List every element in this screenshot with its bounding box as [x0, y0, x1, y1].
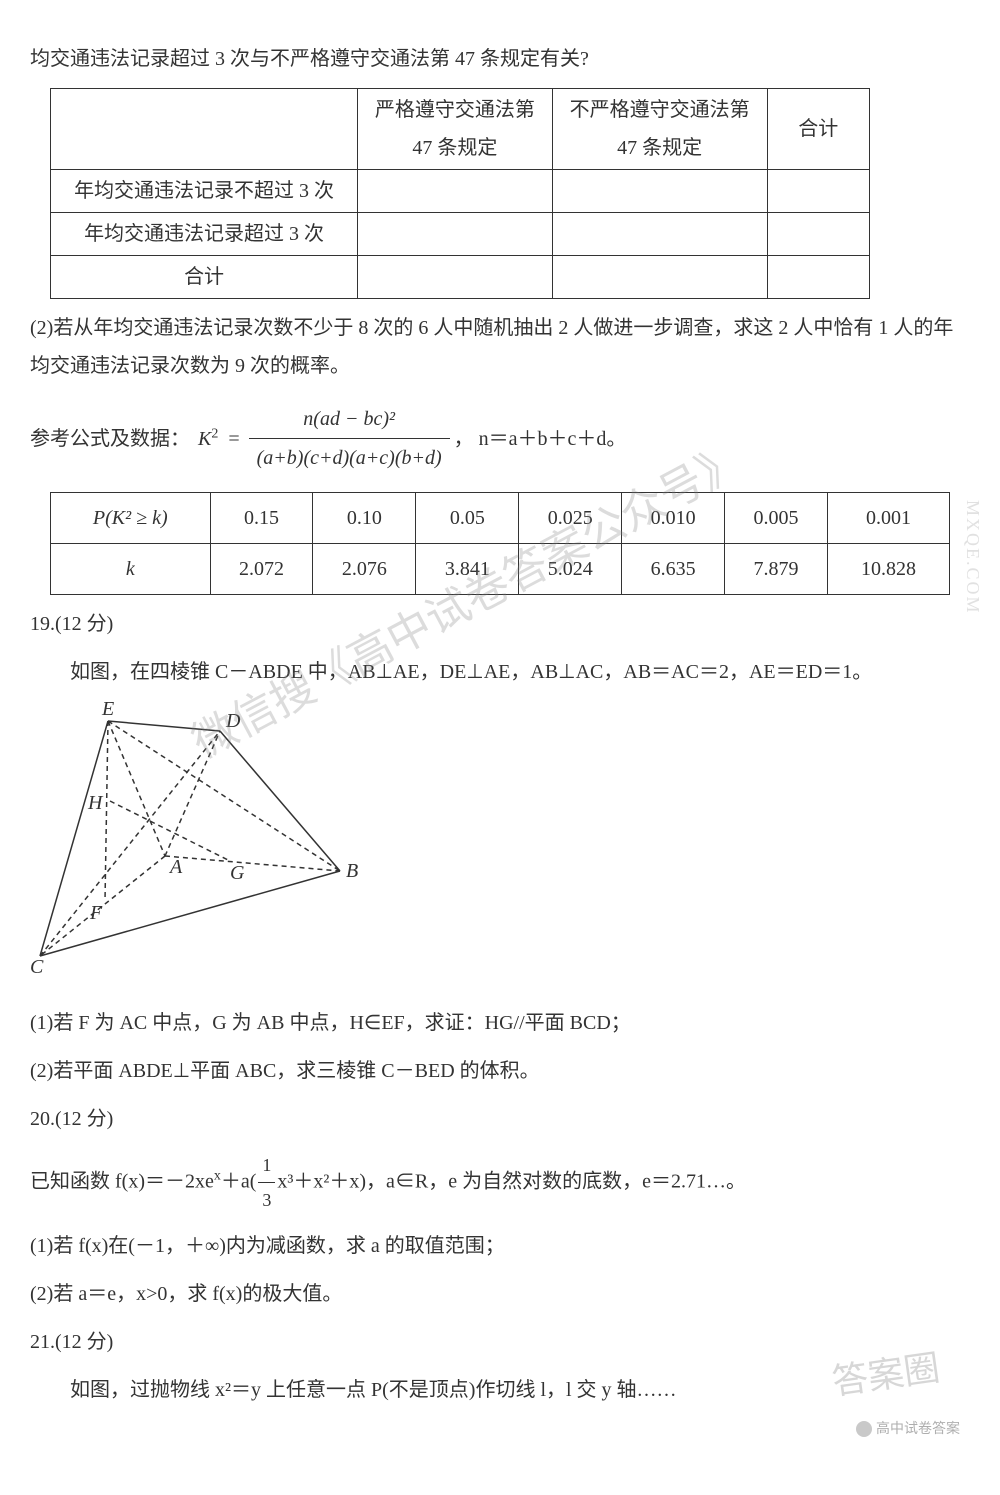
label-c: C	[30, 956, 44, 978]
cell: 7.879	[725, 544, 828, 595]
label-b: B	[346, 860, 358, 882]
cell	[358, 213, 553, 256]
cell: 2.072	[210, 544, 313, 595]
cell: 0.15	[210, 493, 313, 544]
edge-ad	[165, 731, 220, 856]
k-exp: 2	[211, 426, 218, 441]
cell: 0.10	[313, 493, 416, 544]
cell: 3.841	[416, 544, 519, 595]
cell: 10.828	[828, 544, 950, 595]
q19-part1: (1)若 F 为 AC 中点，G 为 AB 中点，H∈EF，求证：HG//平面 …	[30, 1004, 970, 1042]
cell: 0.005	[725, 493, 828, 544]
side-watermark: MXQE.COM	[956, 500, 990, 615]
table-row: P(K² ≥ k) 0.15 0.10 0.05 0.025 0.010 0.0…	[51, 493, 950, 544]
hdr-3: 合计	[767, 89, 869, 170]
cell: k	[51, 544, 211, 595]
question-2: (2)若从年均交通违法记录次数不少于 8 次的 6 人中随机抽出 2 人做进一步…	[30, 309, 970, 385]
cell: 0.05	[416, 493, 519, 544]
q19-part2: (2)若平面 ABDE⊥平面 ABC，求三棱锥 C－BED 的体积。	[30, 1052, 970, 1090]
formula-numerator: n(ad − bc)²	[249, 400, 450, 439]
q20-pre: 已知函数 f(x)＝－2xe	[30, 1170, 214, 1192]
cell	[552, 213, 767, 256]
cell: 0.025	[519, 493, 622, 544]
label-f: F	[89, 902, 103, 924]
cell	[767, 213, 869, 256]
footer-text: 高中试卷答案	[876, 1420, 960, 1436]
cell	[767, 256, 869, 299]
cell: 6.635	[622, 544, 725, 595]
q20-head: 20.(12 分)	[30, 1100, 970, 1138]
cell	[552, 256, 767, 299]
edge-eb	[108, 721, 340, 871]
table-row: 合计	[51, 256, 870, 299]
cell: 0.010	[622, 493, 725, 544]
edge-de	[108, 721, 220, 731]
edge-hg	[110, 801, 230, 861]
q21-body: 如图，过抛物线 x²＝y 上任意一点 P(不是顶点)作切线 l，l 交 y 轴……	[30, 1371, 970, 1409]
formula-label: 参考公式及数据：	[30, 420, 190, 458]
edge-ab	[165, 856, 340, 871]
critical-value-table: P(K² ≥ k) 0.15 0.10 0.05 0.025 0.010 0.0…	[50, 492, 950, 595]
cell: 合计	[51, 256, 358, 299]
pyramid-svg: E D H A G B F C	[30, 701, 370, 981]
edge-bd	[220, 731, 340, 871]
formula-lhs: K2 =	[198, 420, 245, 458]
hdr-1: 严格遵守交通法第 47 条规定	[358, 89, 553, 170]
label-h: H	[87, 792, 104, 814]
cell: 5.024	[519, 544, 622, 595]
footer-watermark: 高中试卷答案	[856, 1415, 960, 1442]
frac-num: 1	[258, 1148, 275, 1183]
q20-part2: (2)若 a＝e，x>0，求 f(x)的极大值。	[30, 1275, 970, 1313]
pyramid-figure: E D H A G B F C	[30, 701, 970, 994]
label-a: A	[168, 856, 183, 878]
label-g: G	[230, 862, 245, 884]
q20-post: x³＋x²＋x)，a∈R，e 为自然对数的底数，e＝2.71…。	[277, 1170, 746, 1192]
k-var: K	[198, 428, 211, 450]
contingency-table: 严格遵守交通法第 47 条规定 不严格遵守交通法第 47 条规定 合计 年均交通…	[50, 88, 870, 299]
q20-sup: x	[214, 1169, 221, 1184]
reference-formula: 参考公式及数据： K2 = n(ad − bc)² (a+b)(c+d)(a+c…	[30, 400, 970, 477]
edge-ef	[105, 721, 108, 901]
edge-cd	[40, 731, 220, 956]
cell: 年均交通违法记录超过 3 次	[51, 213, 358, 256]
wechat-icon	[856, 1421, 872, 1437]
cell	[358, 256, 553, 299]
table-row: k 2.072 2.076 3.841 5.024 6.635 7.879 10…	[51, 544, 950, 595]
label-d: D	[225, 710, 241, 732]
edge-cb	[40, 871, 340, 956]
table-row: 年均交通违法记录不超过 3 次	[51, 170, 870, 213]
label-e: E	[101, 701, 114, 720]
q19-head: 19.(12 分)	[30, 605, 970, 643]
cell: 2.076	[313, 544, 416, 595]
cell: 0.001	[828, 493, 950, 544]
formula-tail: ， n＝a＋b＋c＋d。	[454, 420, 627, 458]
edge-ac	[40, 856, 165, 956]
table-row: 年均交通违法记录超过 3 次	[51, 213, 870, 256]
hdr-0	[51, 89, 358, 170]
hdr-2: 不严格遵守交通法第 47 条规定	[552, 89, 767, 170]
formula-denominator: (a+b)(c+d)(a+c)(b+d)	[249, 439, 450, 477]
cell: P(K² ≥ k)	[51, 493, 211, 544]
table-row: 严格遵守交通法第 47 条规定 不严格遵守交通法第 47 条规定 合计	[51, 89, 870, 170]
cell: 年均交通违法记录不超过 3 次	[51, 170, 358, 213]
intro-line: 均交通违法记录超过 3 次与不严格遵守交通法第 47 条规定有关?	[30, 40, 970, 78]
q19-body: 如图，在四棱锥 C－ABDE 中，AB⊥AE，DE⊥AE，AB⊥AC，AB＝AC…	[30, 653, 970, 691]
q20-frac: 13	[258, 1148, 275, 1217]
formula-fraction: n(ad − bc)² (a+b)(c+d)(a+c)(b+d)	[249, 400, 450, 477]
cell	[552, 170, 767, 213]
cell	[358, 170, 553, 213]
frac-den: 3	[258, 1183, 275, 1217]
cell	[767, 170, 869, 213]
q20-part1: (1)若 f(x)在(－1，＋∞)内为减函数，求 a 的取值范围；	[30, 1227, 970, 1265]
q20-mid: ＋a(	[221, 1170, 257, 1192]
q20-body: 已知函数 f(x)＝－2xex＋a(13x³＋x²＋x)，a∈R，e 为自然对数…	[30, 1148, 970, 1217]
